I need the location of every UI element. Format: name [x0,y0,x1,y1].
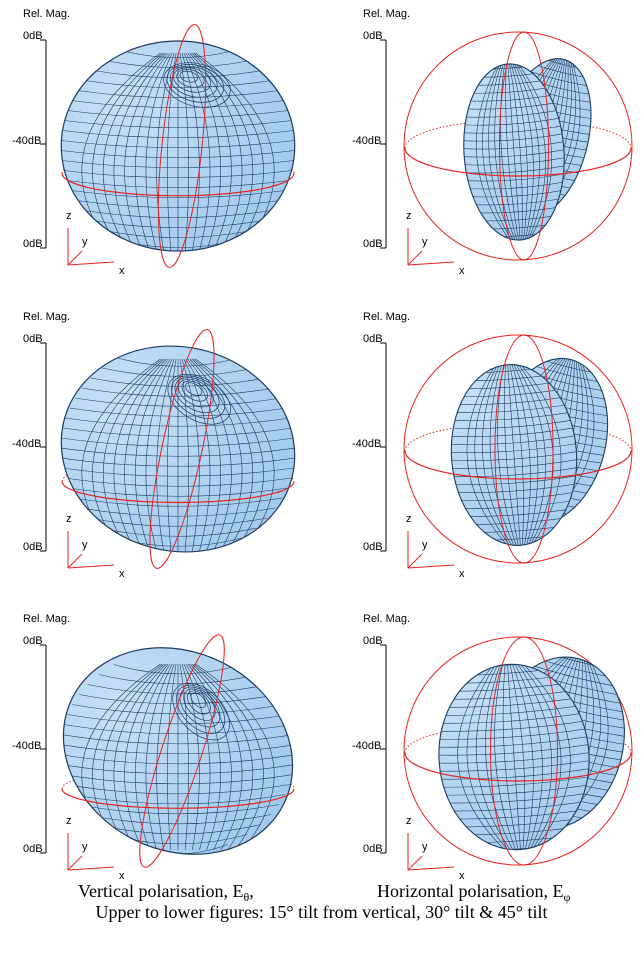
caption-vertical: Vertical polarisation, Eθ, [78,881,254,904]
axis-z-label: z [406,513,412,525]
equator-ring-front [61,788,295,809]
axis-y-label: y [422,841,428,853]
rel-mag-label: Rel. Mag. [23,311,71,323]
pattern-panel-horizontal-45: Rel. Mag. 0dB -40dB 0dB z y x [340,605,640,895]
axis-y-label: y [422,236,428,248]
meridian-ring [499,31,549,261]
mid-db-label: -40dB [12,135,42,147]
axis-y-label: y [82,841,88,853]
top-db-label: 0dB [363,635,383,647]
top-db-label: 0dB [363,333,383,345]
axis-triad [407,833,455,871]
mid-db-label: -40dB [352,740,382,752]
sphere-outline [403,334,633,564]
mid-db-label: -40dB [12,740,42,752]
axis-triad [407,228,455,266]
top-db-label: 0dB [363,30,383,42]
meridian-ring [149,329,215,569]
pattern-panel-vertical-15: Rel. Mag. 0dB -40dB 0dB z y x [0,0,300,290]
equator-ring-front [404,752,632,782]
sphere-outline [403,636,633,866]
axis-x-label: x [119,568,125,580]
bottom-db-label: 0dB [363,238,383,250]
pattern-panel-vertical-30: Rel. Mag. 0dB -40dB 0dB z y x [0,303,300,593]
top-db-label: 0dB [23,30,43,42]
equator-ring-back [404,119,632,149]
axis-x-label: x [459,568,465,580]
bottom-db-label: 0dB [23,541,43,553]
pattern-panel-horizontal-30: Rel. Mag. 0dB -40dB 0dB z y x [340,303,640,593]
pattern-panel-horizontal-15: Rel. Mag. 0dB -40dB 0dB z y x [340,0,640,290]
rel-mag-label: Rel. Mag. [363,613,411,625]
axis-z-label: z [66,513,72,525]
axis-y-label: y [82,539,88,551]
caption-line-2: Upper to lower figures: 15° tilt from ve… [95,902,548,922]
meridian-ring [139,634,225,868]
axis-z-label: z [406,815,412,827]
axis-x-label: x [119,870,125,882]
axis-y-label: y [82,236,88,248]
bottom-db-label: 0dB [23,843,43,855]
pattern-panel-vertical-45: Rel. Mag. 0dB -40dB 0dB z y x [0,605,300,895]
bottom-db-label: 0dB [23,238,43,250]
axis-z-label: z [66,815,72,827]
axis-triad [67,833,115,871]
equator-ring-front [404,450,632,480]
caption-horizontal: Horizontal polarisation, Eφ [377,881,571,904]
rel-mag-label: Rel. Mag. [23,8,71,20]
meridian-ring [490,636,558,866]
meridian-ring [157,24,207,268]
top-db-label: 0dB [23,635,43,647]
pattern-surface [61,41,295,251]
axis-triad [67,228,115,266]
mid-db-label: -40dB [352,438,382,450]
meridian-ring [494,334,554,564]
equator-ring-front [404,147,632,177]
axis-x-label: x [459,265,465,277]
top-db-label: 0dB [23,333,43,345]
axis-triad [67,531,115,569]
axis-triad [407,531,455,569]
pattern-lobe [457,60,571,244]
axis-z-label: z [66,210,72,222]
sphere-outline [403,31,633,261]
axis-x-label: x [459,870,465,882]
rel-mag-label: Rel. Mag. [23,613,71,625]
equator-ring-back [404,724,632,754]
axis-x-label: x [119,265,125,277]
mid-db-label: -40dB [12,438,42,450]
axis-z-label: z [406,210,412,222]
rel-mag-label: Rel. Mag. [363,311,411,323]
bottom-db-label: 0dB [363,541,383,553]
equator-ring-front [61,173,295,197]
axis-y-label: y [422,539,428,551]
rel-mag-label: Rel. Mag. [363,8,411,20]
bottom-db-label: 0dB [363,843,383,855]
equator-ring-front [61,481,295,504]
mid-db-label: -40dB [352,135,382,147]
equator-ring-back [404,422,632,452]
